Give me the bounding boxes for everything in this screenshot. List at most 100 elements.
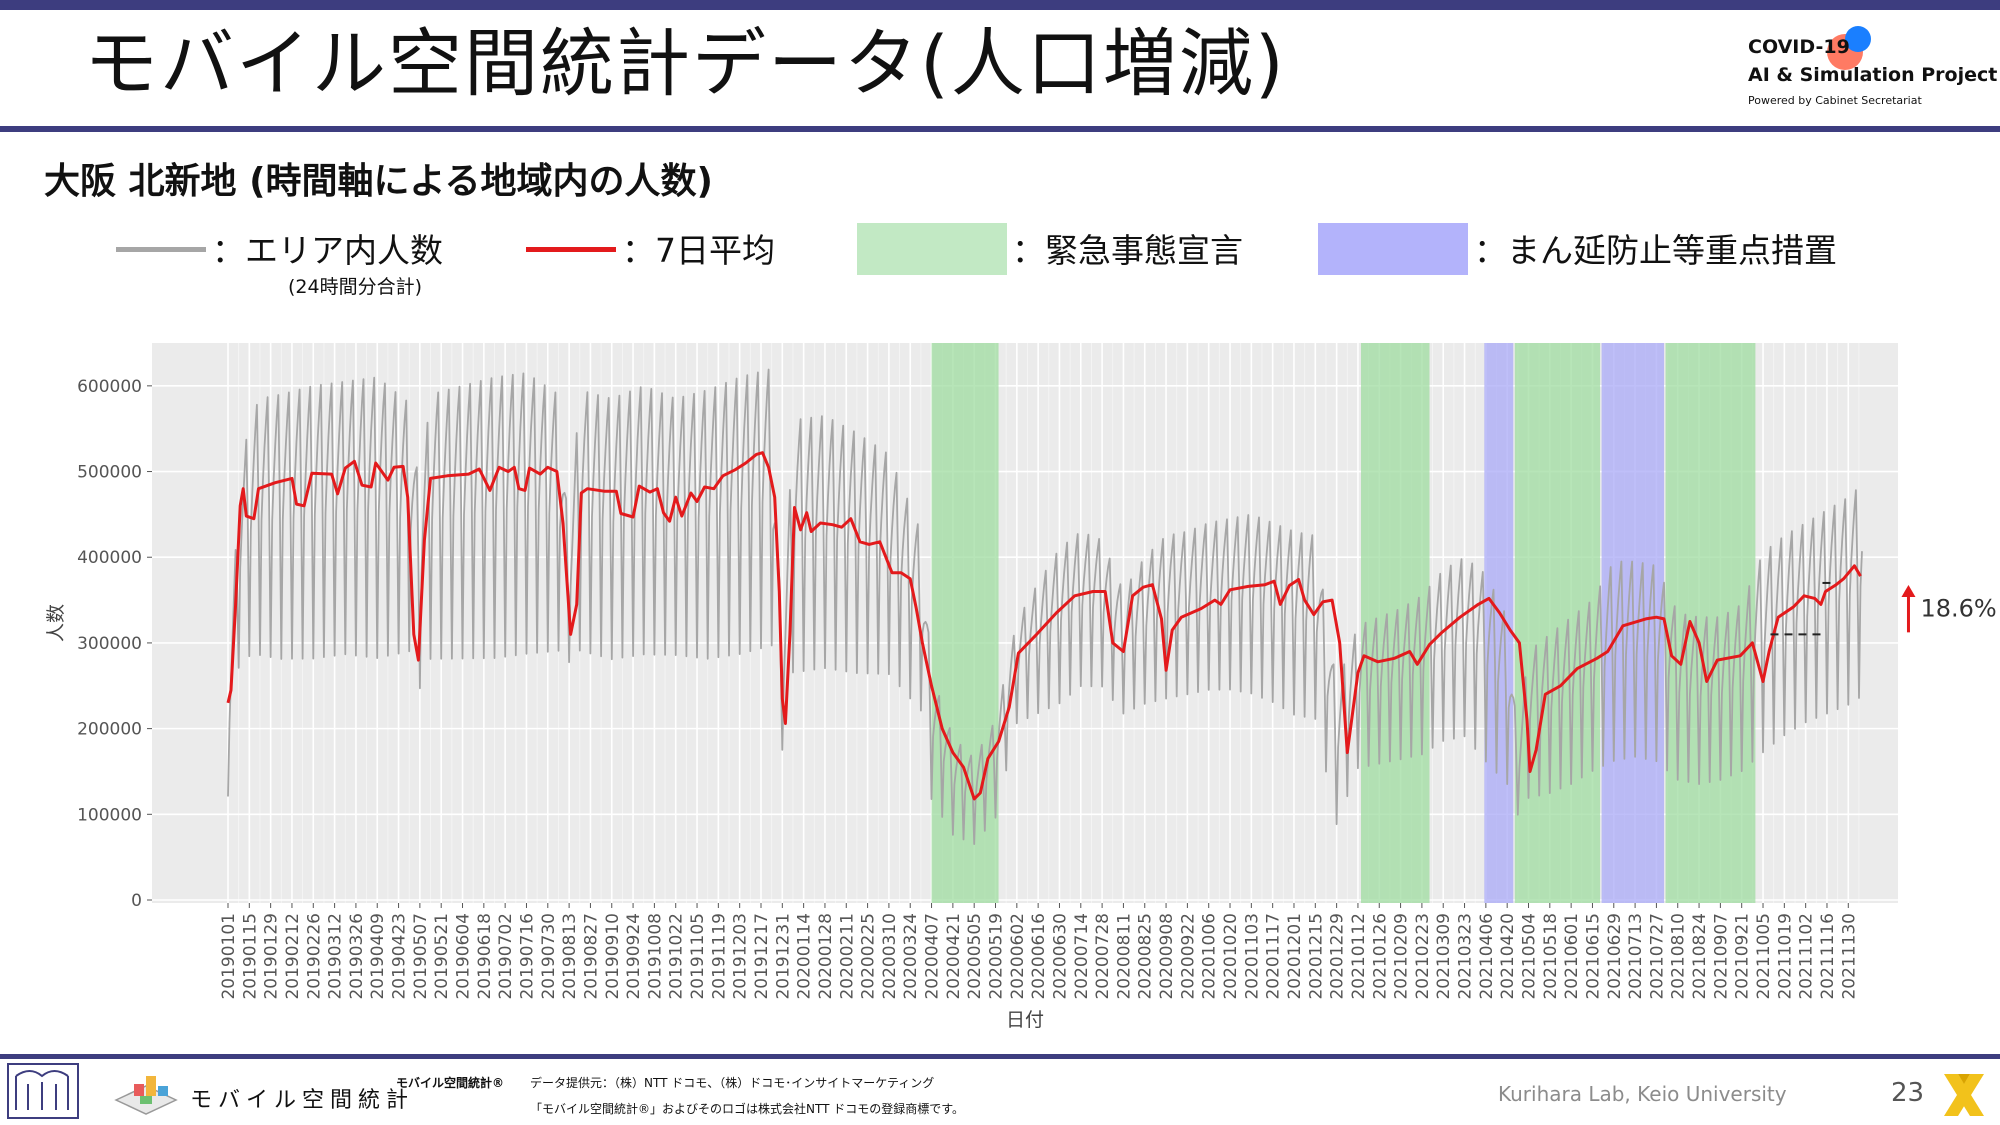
- x-tick-label: 20201103: [1242, 913, 1262, 1000]
- x-tick-label: 20210112: [1349, 913, 1369, 1000]
- legend-raw-label: ：エリア内人数: [212, 231, 443, 270]
- x-tick-label: 20190813: [560, 913, 580, 1000]
- legend-avg-label: ：7日平均: [622, 231, 775, 270]
- logo-blue-dot: [1845, 26, 1871, 52]
- logo-line2: AI & Simulation Project: [1748, 64, 1998, 86]
- footer-trademark: 「モバイル空間統計®」およびそのロゴは株式会社NTT ドコモの登録商標です。: [530, 1102, 965, 1116]
- population-chart: 20190101 20190115 20190129 20190212 20190226…: [45, 343, 1997, 1031]
- x-tick-label: 20210921: [1733, 913, 1753, 1000]
- x-tick-label: 20200310: [880, 913, 900, 1000]
- y-tick-label: 200000: [77, 720, 142, 740]
- x-tick-label: 20210309: [1434, 913, 1454, 1000]
- x-tick-label: 20190618: [475, 913, 495, 1000]
- x-tick-label: 20210601: [1562, 913, 1582, 1000]
- x-tick-label: 20191231: [773, 913, 793, 1000]
- x-tick-label: 20200811: [1114, 913, 1134, 1000]
- x-tick-label: 20200728: [1093, 913, 1113, 1000]
- x-tick-label: 20200421: [944, 913, 964, 1000]
- x-tick-label: 20200114: [795, 913, 815, 1000]
- x-tick-label: 20201117: [1264, 913, 1284, 1000]
- title-rule: [0, 126, 2000, 132]
- x-tick-label: 20210713: [1626, 913, 1646, 1000]
- x-tick-label: 20200908: [1157, 913, 1177, 1000]
- x-tick-label: 20190521: [432, 913, 452, 1000]
- x-tick-label: 20200407: [923, 913, 943, 1000]
- bottom-rule: [0, 1054, 2000, 1059]
- x-tick-label: 20210629: [1605, 913, 1625, 1000]
- x-tick-label: 20200324: [901, 913, 921, 1000]
- x-tick-label: 20200505: [965, 913, 985, 1000]
- x-tick-label: 20210420: [1498, 913, 1518, 1000]
- x-tick-label: 20190924: [624, 913, 644, 1000]
- mobile-stats-logo-icon: [114, 1076, 178, 1115]
- x-tick-label: 20190423: [390, 913, 410, 1000]
- legend-raw-line: [116, 247, 206, 252]
- page-number: 23: [1891, 1078, 1925, 1108]
- x-tick-label: 20201006: [1200, 913, 1220, 1000]
- legend-emergency-swatch: [857, 223, 1007, 275]
- x-tick-label: 20190604: [454, 913, 474, 1000]
- x-tick-label: 20190827: [581, 913, 601, 1000]
- x-tick-label: 20210615: [1583, 913, 1603, 1000]
- x-tick-label: 20201201: [1285, 913, 1305, 1000]
- x-tick-label: 20191119: [709, 913, 729, 1000]
- x-tick-label: 20210209: [1392, 913, 1412, 1000]
- x-tick-label: 20211019: [1775, 913, 1795, 1000]
- x-tick-label: 20211102: [1797, 913, 1817, 1000]
- y-tick-label: 400000: [77, 548, 142, 568]
- x-tick-label: 20200519: [987, 913, 1007, 1000]
- emergency-band: [1514, 343, 1601, 903]
- x-tick-label: 20191008: [645, 913, 665, 1000]
- x-tick-label: 20191105: [688, 913, 708, 1000]
- y-tick-label: 600000: [77, 377, 142, 397]
- x-tick-label: 20210810: [1669, 913, 1689, 1000]
- annotation-arrow-head: [1901, 584, 1916, 597]
- y-axis-title: 人数: [45, 604, 67, 642]
- legend-emergency-label: ：緊急事態宣言: [1012, 231, 1243, 270]
- x-tick-label: 20211116: [1818, 913, 1838, 1000]
- legend-avg-line: [526, 247, 616, 252]
- x-tick-label: 20211130: [1839, 913, 1859, 1000]
- x-tick-label: 20200128: [816, 913, 836, 1000]
- x-tick-label: 20210406: [1477, 913, 1497, 1000]
- x-tick-label: 20200714: [1072, 913, 1092, 1000]
- x-tick-label: 20200630: [1050, 913, 1070, 1000]
- logo-line3: Powered by Cabinet Secretariat: [1748, 94, 1922, 107]
- project-logo: COVID-19 AI & Simulation Project Powered…: [1745, 22, 1998, 116]
- x-tick-label: 20191217: [752, 913, 772, 1000]
- x-tick-label: 20200616: [1029, 913, 1049, 1000]
- x-tick-label: 20190212: [283, 913, 303, 1000]
- x-tick-label: 20200602: [1008, 913, 1028, 1000]
- y-tick-label: 500000: [77, 463, 142, 483]
- emergency-band: [1665, 343, 1756, 903]
- x-tick-label: 20190326: [347, 913, 367, 1000]
- x-tick-label: 20210907: [1711, 913, 1731, 1000]
- priority-band: [1484, 343, 1514, 903]
- x-tick-label: 20210126: [1370, 913, 1390, 1000]
- legend-priority-swatch: [1318, 223, 1468, 275]
- x-tick-label: 20201229: [1328, 913, 1348, 1000]
- x-tick-label: 20190115: [240, 913, 260, 1000]
- x-tick-label: 20210504: [1519, 913, 1539, 1000]
- x-tick-label: 20201215: [1306, 913, 1326, 1000]
- x-tick-label: 20210727: [1647, 913, 1667, 1000]
- x-tick-label: 20190702: [496, 913, 516, 1000]
- x-tick-label: 20201020: [1221, 913, 1241, 1000]
- x-tick-label: 20190312: [326, 913, 346, 1000]
- slide-title: モバイル空間統計データ(人口増減): [84, 21, 1286, 107]
- x-logo-icon: [1944, 1074, 1984, 1116]
- x-tick-label: 20190101: [219, 913, 239, 1000]
- x-tick-label: 20210824: [1690, 913, 1710, 1000]
- x-tick-label: 20190226: [304, 913, 324, 1000]
- x-tick-label: 20190507: [411, 913, 431, 1000]
- footer-brand: モバイル空間統計®: [396, 1076, 505, 1090]
- footer-data-provider: データ提供元：（株）NTT ドコモ、（株）ドコモ･インサイトマーケティング: [530, 1076, 935, 1090]
- x-tick-label: 20210323: [1456, 913, 1476, 1000]
- x-tick-label: 20200211: [837, 913, 857, 1000]
- x-tick-label: 20200922: [1178, 913, 1198, 1000]
- top-rule: [0, 0, 2000, 10]
- x-axis-title: 日付: [1006, 1009, 1044, 1031]
- legend-priority-label: ：まん延防止等重点措置: [1474, 231, 1837, 270]
- x-tick-label: 20190910: [603, 913, 623, 1000]
- footer-lab: Kurihara Lab, Keio University: [1498, 1082, 1787, 1106]
